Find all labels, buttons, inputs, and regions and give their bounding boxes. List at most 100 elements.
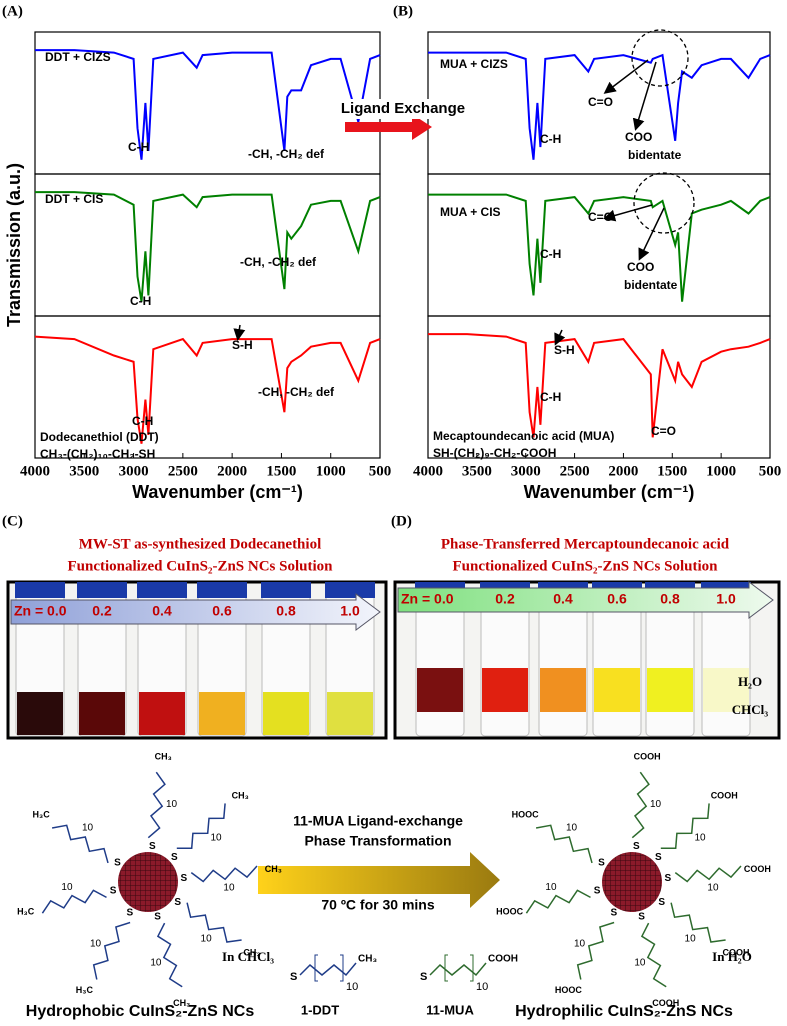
exchange-arrow [345, 114, 432, 140]
end-group: CH₃ [243, 948, 260, 958]
end-group: H₃C [33, 810, 51, 820]
sulfur-label: S [655, 852, 662, 863]
label-bg [338, 99, 468, 119]
sulfur-label: S [154, 911, 161, 922]
repeat-label: 10 [650, 799, 662, 810]
spectrum-line [34, 335, 381, 444]
solvent-label: In H₂O [712, 949, 752, 964]
ligand-chain [429, 962, 487, 977]
content: (A) (B) (C) (D) DDT + CIZS C-H -CH, -CH₂ def DD… [2, 3, 781, 1020]
ligand-chain [92, 921, 131, 980]
sulfur-label: S [598, 858, 605, 869]
peak-annotation: S-H [554, 343, 575, 357]
end-group: COOH [711, 790, 738, 800]
arrow [603, 59, 649, 94]
end-group: HOOC [496, 907, 524, 917]
highlight-circle [631, 29, 689, 87]
sulfur-label: S [420, 971, 427, 983]
vial-cap [77, 582, 127, 598]
repeat-label: 10 [476, 981, 488, 993]
panel-label: (A) [2, 3, 23, 19]
highlight-circle [633, 172, 695, 234]
peak-annotation: C=O [651, 424, 676, 438]
peak-annotation: C-H [130, 294, 151, 308]
repeat-label: 10 [566, 822, 578, 833]
repeat-label: 10 [346, 981, 358, 993]
sulfur-label: S [171, 852, 178, 863]
repeat-label: 10 [82, 822, 94, 833]
ligand-chain [176, 803, 226, 850]
peak-annotation: S-H [232, 338, 253, 352]
x-tick-label: 3000 [119, 463, 149, 479]
process-arrow [258, 852, 500, 908]
end-group: CH₃ [358, 954, 377, 965]
end-group: CH₃ [232, 790, 249, 800]
legend-entry: MUA + CIZS [440, 57, 508, 71]
legend-entry: Mecaptoundecanoic acid (MUA) [433, 429, 614, 443]
sulfur-label: S [658, 897, 665, 908]
peak-annotation: C-H [540, 247, 561, 261]
end-group: COOH [634, 751, 661, 761]
repeat-label: 10 [150, 957, 162, 968]
vial [480, 591, 530, 737]
arrow [233, 324, 246, 341]
condition-text: 70 ºC for 30 mins [321, 897, 434, 913]
gradient-arrow [397, 581, 774, 619]
bracket [314, 954, 344, 982]
x-tick-label: 1000 [316, 463, 346, 479]
x-axis-title: Wavenumber (cm⁻¹) [524, 482, 695, 502]
formula: SH-(CH₂)₉-CH₂-COOH [433, 446, 556, 460]
x-tick-label: 3500 [462, 463, 492, 479]
exchange-label: Ligand Exchange [341, 100, 465, 117]
end-group: H₃C [17, 907, 35, 917]
layer-label: H₂O [738, 674, 762, 689]
ligand-chain [576, 921, 615, 980]
vial-cap [15, 582, 65, 598]
repeat-label: 10 [634, 957, 646, 968]
ligand-chain [535, 824, 593, 864]
repeat-label: 10 [211, 832, 223, 843]
x-tick-label: 2500 [560, 463, 590, 479]
subplot-frame [34, 315, 381, 459]
sulfur-label: S [174, 897, 181, 908]
formula: CH₃-(CH₂)₁₀-CH₂-SH [40, 447, 155, 461]
x-tick-label: 3500 [69, 463, 99, 479]
vial-liquid [417, 668, 463, 712]
zn-label: 0.2 [495, 591, 515, 607]
sulfur-label: S [149, 841, 156, 852]
x-tick-label: 1000 [706, 463, 736, 479]
end-group: CH₃ [155, 751, 172, 761]
spectrum-line [35, 191, 381, 302]
ligand-chain [631, 771, 650, 839]
end-group: COOH [744, 864, 771, 874]
legend-entry: DDT + CIZS [45, 50, 111, 64]
zn-label: 1.0 [716, 591, 736, 607]
end-group: H₃C [76, 985, 94, 995]
end-group: CH₃ [265, 864, 282, 874]
repeat-label: 10 [90, 939, 102, 950]
vial-liquid [263, 692, 309, 735]
ligand-chain [299, 962, 357, 977]
sulfur-label: S [290, 971, 297, 983]
x-tick-label: 1500 [266, 463, 296, 479]
arrow [603, 204, 653, 222]
sulfur-label: S [633, 841, 640, 852]
zn-label: 0.8 [276, 603, 296, 619]
zn-label: 0.2 [92, 603, 112, 619]
sulfur-label: S [638, 911, 645, 922]
vial-liquid [540, 668, 586, 712]
legend-entry: Dodecanethiol (DDT) [40, 430, 159, 444]
sulfur-label: S [664, 873, 671, 884]
zn-label: 1.0 [340, 603, 360, 619]
end-group: COOH [488, 954, 518, 965]
y-axis-title: Transmission (a.u.) [4, 163, 24, 327]
ligand-chain [41, 889, 107, 914]
vial-liquid [79, 692, 125, 735]
vial-cap [325, 582, 375, 598]
vial [645, 591, 695, 737]
vial-liquid [647, 668, 693, 712]
ligand-chain [670, 902, 726, 943]
